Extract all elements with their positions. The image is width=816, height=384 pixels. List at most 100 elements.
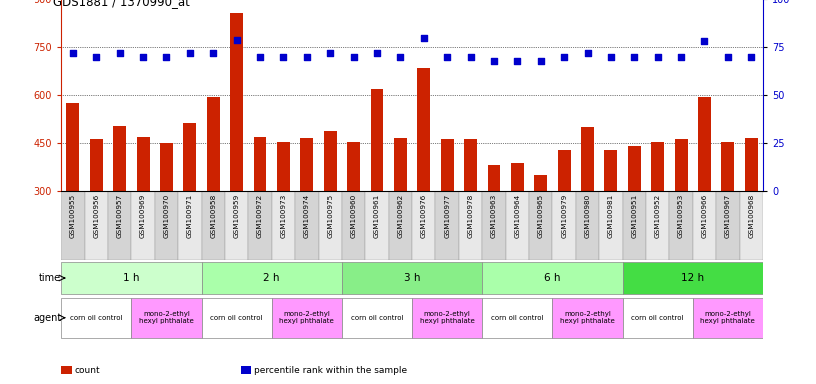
Bar (254, 137, 267, 191)
Bar (529, 191, 552, 260)
Point (534, 58, 548, 64)
Text: mono-2-ethyl
hexyl phthalate: mono-2-ethyl hexyl phthalate (700, 311, 756, 324)
Bar (202, 191, 225, 260)
Bar (675, 139, 688, 191)
Text: GSM100962: GSM100962 (397, 193, 403, 238)
Text: percentile rank within the sample: percentile rank within the sample (254, 366, 407, 375)
Bar (248, 191, 272, 260)
Text: GSM100957: GSM100957 (117, 193, 122, 238)
Bar (178, 191, 202, 260)
Text: GSM100961: GSM100961 (374, 193, 380, 238)
Bar (599, 191, 623, 260)
Text: GSM100951: GSM100951 (632, 193, 637, 238)
Bar (206, 98, 220, 191)
Bar (90, 139, 103, 191)
Point (300, 54, 313, 60)
Bar (131, 191, 155, 260)
Bar (225, 191, 248, 260)
Bar (417, 68, 430, 191)
Point (628, 54, 641, 60)
Point (487, 58, 500, 64)
Text: GSM100960: GSM100960 (351, 193, 357, 238)
Bar (693, 191, 716, 260)
Text: GSM100958: GSM100958 (211, 193, 216, 238)
Bar (347, 142, 360, 191)
Bar (342, 262, 482, 294)
Point (160, 54, 173, 60)
Text: GSM100963: GSM100963 (491, 193, 497, 238)
Bar (693, 298, 763, 338)
Bar (739, 191, 763, 260)
Bar (482, 191, 506, 260)
Text: GSM100974: GSM100974 (304, 193, 310, 238)
Bar (295, 191, 318, 260)
Text: GSM100981: GSM100981 (608, 193, 614, 238)
Bar (108, 191, 131, 260)
Point (347, 54, 360, 60)
Text: GSM100968: GSM100968 (748, 193, 754, 238)
Bar (202, 298, 272, 338)
Point (721, 54, 734, 60)
Text: GSM100964: GSM100964 (514, 193, 521, 238)
Bar (318, 191, 342, 260)
Bar (651, 142, 664, 191)
Bar (482, 298, 552, 338)
Bar (160, 142, 173, 191)
Text: GSM100952: GSM100952 (654, 193, 661, 238)
Point (441, 54, 454, 60)
Text: 3 h: 3 h (404, 273, 420, 283)
Bar (552, 298, 623, 338)
Bar (623, 262, 763, 294)
Text: corn oil control: corn oil control (211, 315, 263, 321)
Point (184, 50, 197, 56)
Text: corn oil control: corn oil control (632, 315, 684, 321)
Point (324, 50, 337, 56)
Text: mono-2-ethyl
hexyl phthalate: mono-2-ethyl hexyl phthalate (560, 311, 615, 324)
Bar (61, 191, 85, 260)
Bar (511, 164, 524, 191)
Bar (459, 191, 482, 260)
Text: GSM100956: GSM100956 (93, 193, 100, 238)
Bar (623, 298, 693, 338)
Bar (745, 139, 758, 191)
Bar (669, 191, 693, 260)
Point (90, 54, 103, 60)
Text: corn oil control: corn oil control (70, 315, 122, 321)
Point (675, 54, 688, 60)
Text: GSM100976: GSM100976 (421, 193, 427, 238)
Text: GSM100965: GSM100965 (538, 193, 543, 238)
Bar (136, 137, 149, 191)
Text: GSM100969: GSM100969 (140, 193, 146, 238)
Bar (184, 123, 197, 191)
Text: 1 h: 1 h (123, 273, 140, 283)
Text: GSM100978: GSM100978 (468, 193, 473, 238)
Text: count: count (74, 366, 100, 375)
Bar (646, 191, 669, 260)
Bar (628, 146, 641, 191)
Text: 12 h: 12 h (681, 273, 704, 283)
Text: GSM100973: GSM100973 (281, 193, 286, 238)
Bar (272, 298, 342, 338)
Bar (436, 191, 459, 260)
Point (605, 54, 618, 60)
Text: mono-2-ethyl
hexyl phthalate: mono-2-ethyl hexyl phthalate (419, 311, 475, 324)
Bar (61, 298, 131, 338)
Bar (342, 298, 412, 338)
Text: mono-2-ethyl
hexyl phthalate: mono-2-ethyl hexyl phthalate (279, 311, 335, 324)
Point (511, 58, 524, 64)
Text: GSM100966: GSM100966 (702, 193, 707, 238)
Text: GSM100953: GSM100953 (678, 193, 684, 238)
Bar (623, 191, 646, 260)
Bar (412, 298, 482, 338)
Point (417, 35, 430, 41)
Point (206, 50, 220, 56)
Bar (113, 126, 126, 191)
Text: corn oil control: corn oil control (491, 315, 543, 321)
Point (698, 38, 711, 45)
Point (254, 54, 267, 60)
Bar (324, 131, 337, 191)
Text: GSM100975: GSM100975 (327, 193, 333, 238)
Bar (272, 191, 295, 260)
Text: agent: agent (33, 313, 61, 323)
Bar (441, 139, 454, 191)
